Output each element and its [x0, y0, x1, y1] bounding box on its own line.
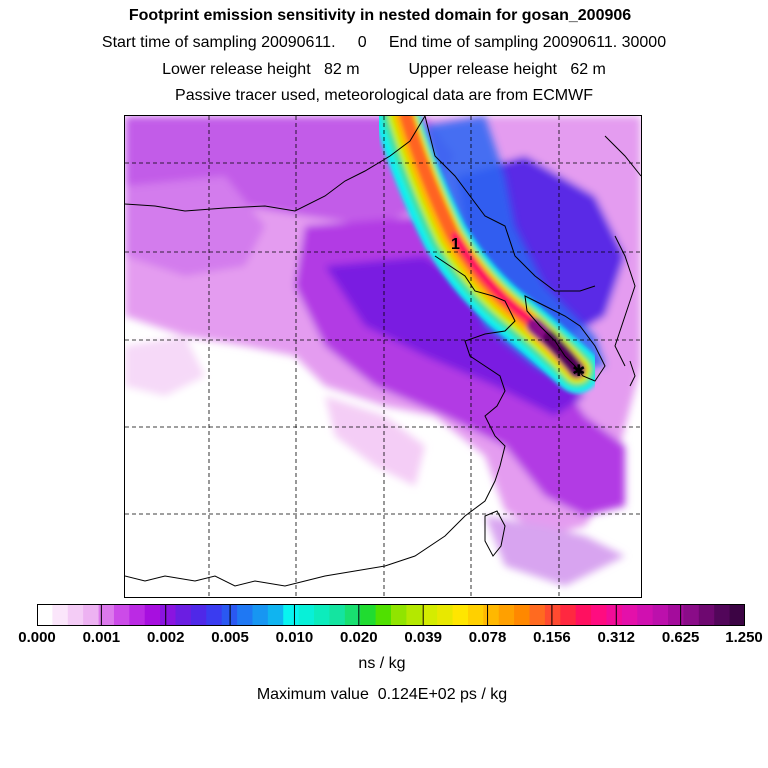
colorbar-tick-label: 0.010 — [275, 629, 314, 646]
colorbar-cell — [391, 604, 407, 626]
colorbar-cell — [113, 604, 130, 626]
colorbar-tick-label: 0.001 — [82, 629, 121, 646]
colorbar-tick-label: 0.000 — [18, 629, 56, 646]
colorbar-cell — [360, 604, 377, 626]
colorbar-cell — [621, 604, 638, 626]
colorbar-cell — [668, 604, 685, 626]
colorbar-cell — [606, 604, 623, 626]
colorbar-cell — [83, 604, 100, 626]
colorbar-cell — [375, 604, 392, 626]
colorbar-cell — [160, 604, 177, 626]
colorbar-cell — [98, 604, 115, 626]
colorbar-cell — [514, 604, 531, 626]
colorbar-cell — [575, 604, 592, 626]
colorbar-cell — [298, 604, 315, 626]
colorbar-cell — [314, 604, 331, 626]
colorbar-tick-label: 1.250 — [725, 629, 763, 646]
colorbar-cell — [452, 604, 469, 626]
colorbar-cell — [437, 604, 454, 626]
colorbar-tick-label: 0.039 — [404, 629, 442, 646]
colorbar-cell — [637, 604, 654, 626]
colorbar-tick-label: 0.156 — [533, 629, 571, 646]
colorbar-cell — [206, 604, 223, 626]
colorbar-cell — [283, 604, 300, 626]
colorbar-tick-label: 0.005 — [211, 629, 249, 646]
colorbar-cell — [498, 604, 515, 626]
graticule — [125, 116, 641, 597]
colorbar-cell — [729, 604, 745, 626]
maximum-value: Maximum value 0.124E+02 ps / kg — [256, 686, 508, 703]
colorbar-cell — [529, 604, 546, 626]
colorbar-cell — [483, 604, 500, 626]
colorbar-cell — [714, 604, 731, 626]
colorbar-cell — [175, 604, 192, 626]
colorbar-tick-label: 0.078 — [468, 629, 507, 646]
colorbar-cell — [267, 604, 284, 626]
colorbar-tick-label: 0.020 — [340, 629, 378, 646]
colorbar-cell — [67, 604, 84, 626]
colorbar-cell — [144, 604, 161, 626]
colorbar-cell — [37, 604, 53, 626]
colorbar-cell — [344, 604, 361, 626]
tracer-info: Passive tracer used, meteorological data… — [175, 87, 593, 104]
colorbar — [37, 604, 745, 626]
footprint-map: 1 ✱ — [124, 115, 642, 598]
sampling-times: Start time of sampling 20090611. 0 End t… — [101, 34, 667, 51]
colorbar-cell — [683, 604, 700, 626]
release-heights: Lower release height 82 m Upper release … — [162, 61, 606, 78]
colorbar-cell — [329, 604, 346, 626]
plot-title: Footprint emission sensitivity in nested… — [128, 7, 632, 24]
colorbar-cell — [467, 604, 484, 626]
release-label: 1 — [451, 236, 460, 253]
colorbar-cell — [52, 604, 69, 626]
colorbar-tick-label: 0.002 — [146, 629, 185, 646]
colorbar-cell — [421, 604, 438, 626]
colorbar-cell — [591, 604, 608, 626]
colorbar-cell — [190, 604, 207, 626]
coastlines — [125, 116, 641, 587]
colorbar-cell — [237, 604, 254, 626]
colorbar-cell — [652, 604, 669, 626]
colorbar-units: ns / kg — [358, 655, 406, 672]
colorbar-cell — [129, 604, 146, 626]
colorbar-cell — [406, 604, 423, 626]
colorbar-cell — [698, 604, 715, 626]
colorbar-cell — [560, 604, 577, 626]
receptor-marker: ✱ — [572, 361, 585, 380]
colorbar-tick-label: 0.625 — [661, 629, 700, 646]
colorbar-cell — [252, 604, 269, 626]
colorbar-cell — [544, 604, 561, 626]
colorbar-tick-label: 0.312 — [597, 629, 636, 646]
